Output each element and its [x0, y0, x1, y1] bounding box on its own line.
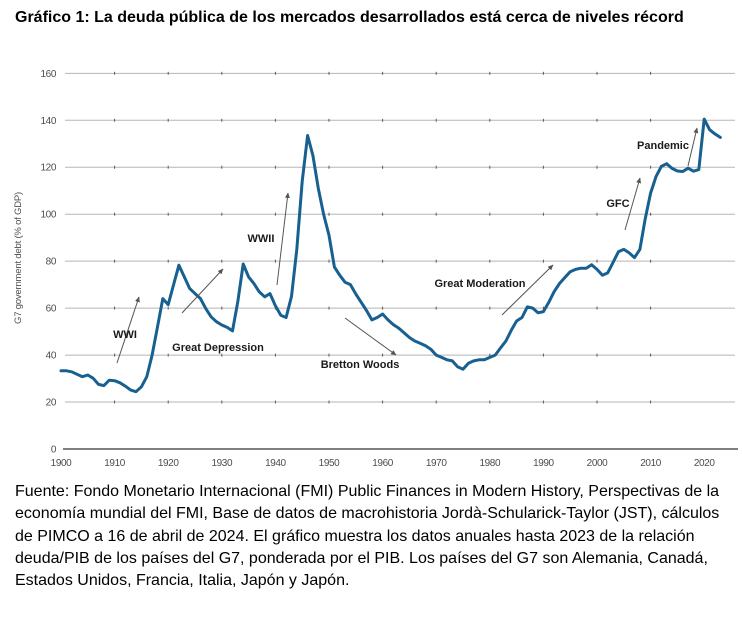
- x-tick-label: 1950: [319, 458, 340, 469]
- x-tick-label: 1990: [533, 458, 554, 469]
- x-tick-label: 2020: [694, 458, 715, 469]
- y-tick-label: 140: [41, 116, 57, 127]
- annotation-arrow-great-depression: [181, 268, 224, 314]
- y-tick-label: 40: [46, 351, 57, 362]
- debt-line: [59, 117, 722, 394]
- x-tick-label: 1910: [104, 458, 125, 469]
- annotation-label-pandemic: Pandemic: [637, 140, 689, 152]
- y-tick-label: 0: [51, 445, 57, 456]
- y-axis-title: G7 government debt (% of GDP): [13, 192, 24, 324]
- annotation-label-gfc: GFC: [606, 198, 629, 210]
- annotation-label-great-depression: Great Depression: [172, 342, 264, 354]
- annotation-arrow-wwi: [116, 296, 140, 364]
- annotation-arrow-great-moderation: [501, 264, 554, 316]
- annotation-label-wwii: WWII: [248, 233, 275, 245]
- chart-title: Gráfico 1: La deuda pública de los merca…: [15, 9, 684, 26]
- x-tick-label: 2000: [587, 458, 608, 469]
- annotation-arrow-bretton-woods: [344, 317, 397, 356]
- source-note: Fuente: Fondo Monetario Internacional (F…: [15, 483, 720, 590]
- x-tick-label: 1930: [211, 458, 232, 469]
- annotation-label-great-moderation: Great Moderation: [434, 278, 525, 290]
- y-tick-label: 60: [46, 304, 57, 315]
- y-tick-label: 20: [46, 398, 57, 409]
- debt-line-chart: 0 20 40 60 80 100 120 140 160 1900 1910 1920 1930 194…: [13, 69, 738, 469]
- y-tick-label: 160: [41, 69, 57, 80]
- annotation-label-bretton-woods: Bretton Woods: [321, 359, 400, 371]
- annotation-arrow-wwii: [276, 192, 290, 286]
- x-tick-label: 2010: [640, 458, 661, 469]
- x-tick-label: 1980: [479, 458, 500, 469]
- y-tick-label: 80: [46, 257, 57, 268]
- annotation-label-wwi: WWI: [113, 329, 137, 341]
- x-tick-label: 1960: [372, 458, 393, 469]
- y-tick-label: 100: [41, 210, 57, 221]
- annotation-arrow-gfc: [624, 177, 642, 231]
- x-tick-label: 1900: [51, 458, 72, 469]
- x-tick-label: 1920: [158, 458, 179, 469]
- y-tick-label: 120: [41, 163, 57, 174]
- annotation-arrow-pandemic: [687, 127, 699, 167]
- x-tick-label: 1970: [426, 458, 447, 469]
- x-tick-label: 1940: [265, 458, 286, 469]
